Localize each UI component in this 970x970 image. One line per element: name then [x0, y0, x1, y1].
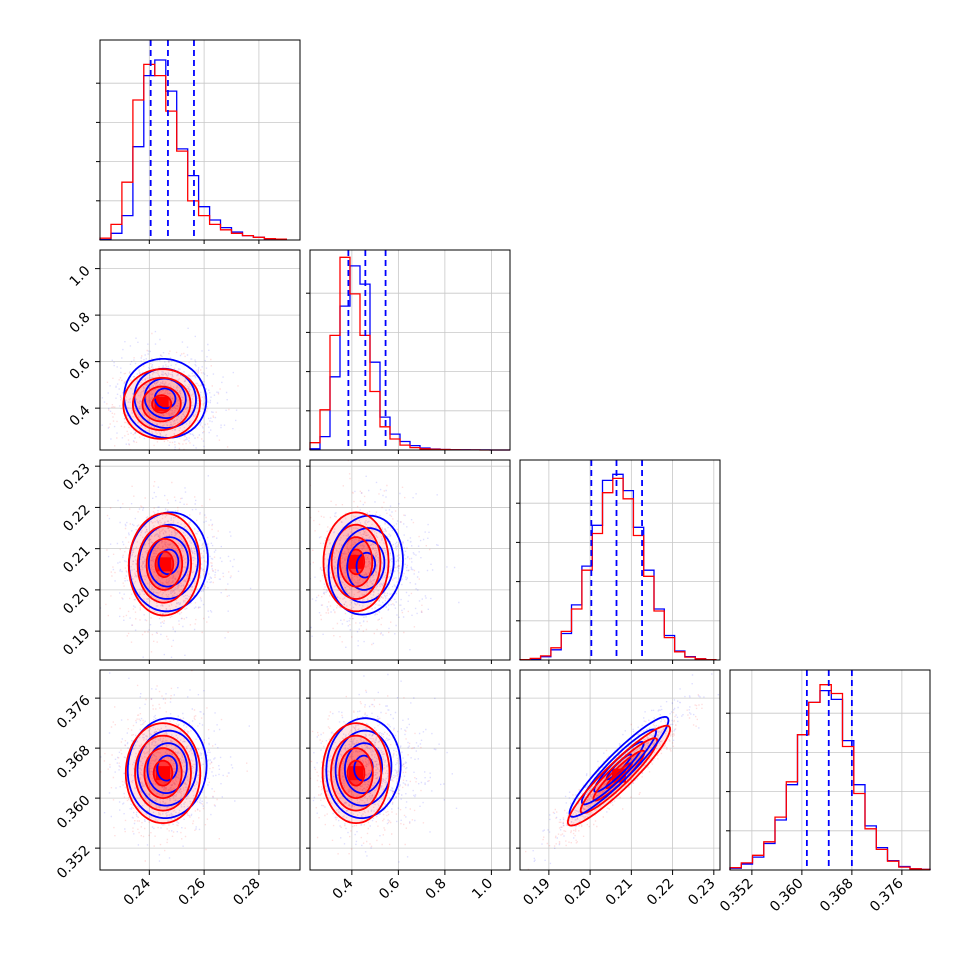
panel-frame	[309, 459, 511, 661]
contours	[566, 715, 672, 827]
x-tick-label: 0.20	[562, 876, 595, 909]
x-tick-label: 1.0	[469, 876, 496, 903]
x-tick-label: 0.376	[867, 875, 907, 915]
contours	[322, 511, 404, 616]
x-tick-label: 0.23	[685, 876, 718, 909]
contour-layer	[122, 358, 672, 827]
sample-point-cloud	[310, 689, 430, 855]
contour-red	[329, 734, 383, 812]
panel-background	[100, 250, 300, 450]
sample-points-layer	[100, 327, 719, 870]
histogram-red	[729, 684, 931, 871]
x-tick-label: 0.19	[520, 876, 553, 909]
panel-frame	[99, 39, 301, 241]
panel-frame	[99, 669, 301, 871]
sample-point-cloud	[100, 475, 252, 658]
x-tick-label: 0.8	[423, 876, 450, 903]
histogram-red	[519, 477, 717, 661]
y-tick-label: 0.22	[60, 502, 93, 535]
contour-red	[154, 550, 175, 578]
x-tick-label: 0.24	[121, 875, 154, 908]
contours	[122, 358, 208, 440]
contour-red	[579, 737, 659, 815]
contour-red	[151, 394, 173, 414]
sample-points	[525, 673, 719, 870]
x-tick-label: 0.6	[376, 875, 403, 902]
density-fill	[125, 723, 201, 824]
panel-frames	[99, 39, 931, 871]
contour-blue	[568, 715, 670, 818]
contour-red	[127, 512, 201, 617]
contour-blue	[126, 717, 208, 819]
contour-red	[338, 536, 374, 588]
panel-background	[100, 40, 300, 240]
sample-points	[310, 673, 458, 863]
contours	[127, 511, 209, 617]
density-peak	[349, 766, 364, 781]
sample-point-cloud	[532, 673, 719, 865]
contour-blue	[580, 728, 658, 806]
x-tick-label: 0.22	[644, 876, 677, 909]
y-tick-label: 0.4	[67, 402, 94, 429]
y-tick-label: 0.6	[67, 356, 94, 383]
y-tick-label: 0.21	[60, 543, 93, 576]
y-tick-label: 0.352	[54, 842, 94, 882]
panel-frame	[519, 669, 721, 871]
contour-red	[330, 523, 382, 600]
sample-points	[100, 475, 252, 658]
contour-red	[136, 525, 193, 604]
sample-points	[310, 460, 460, 651]
x-tick-label: 0.360	[767, 876, 807, 916]
x-tick-label: 0.21	[603, 876, 636, 909]
panel-background	[730, 670, 930, 870]
contour-red	[122, 368, 201, 440]
contour-red	[141, 385, 182, 423]
x-tick-label: 0.28	[230, 876, 263, 909]
x-tick-label: 0.4	[330, 875, 357, 902]
y-tick-label: 0.376	[54, 692, 94, 732]
panel-frame	[99, 459, 301, 661]
y-tick-label: 0.360	[54, 792, 94, 832]
y-tick-label: 0.23	[60, 461, 93, 494]
y-tick-label: 0.20	[60, 584, 93, 617]
contour-blue	[147, 536, 190, 588]
contours	[124, 717, 208, 825]
panel-frame	[309, 249, 511, 451]
panel-frame	[309, 669, 511, 871]
contour-red	[321, 722, 391, 825]
contour-red	[322, 511, 390, 613]
contour-blue	[325, 717, 402, 819]
contour-red	[145, 537, 184, 591]
contour-red	[346, 759, 366, 787]
panel-background	[310, 250, 510, 450]
contour-blue	[327, 514, 404, 616]
panel-frame	[519, 459, 721, 661]
panel-backgrounds	[100, 40, 930, 870]
panel-background	[520, 460, 720, 660]
contour-red	[124, 722, 202, 825]
contour-red	[338, 747, 374, 800]
y-tick-label: 1.0	[67, 263, 94, 290]
panel-background	[310, 670, 510, 870]
contour-red	[566, 724, 672, 827]
x-tick-label: 0.352	[717, 876, 757, 916]
contour-red	[143, 747, 183, 800]
contour-blue	[157, 548, 180, 576]
panel-background	[310, 460, 510, 660]
x-tick-label: 0.26	[176, 875, 209, 908]
panel-frame	[729, 669, 931, 871]
density-peak	[157, 557, 172, 572]
y-tick-label: 0.368	[54, 742, 94, 782]
x-tick-label: 0.368	[817, 876, 857, 916]
sample-point-cloud	[310, 460, 431, 646]
y-tick-label: 0.8	[67, 309, 94, 336]
contour-red	[152, 759, 174, 787]
panel-frame	[99, 249, 301, 451]
contour-red	[131, 376, 192, 432]
contour-blue	[137, 523, 200, 600]
contours	[321, 717, 402, 825]
y-tick-label: 0.19	[60, 625, 93, 658]
contour-red	[134, 734, 192, 812]
